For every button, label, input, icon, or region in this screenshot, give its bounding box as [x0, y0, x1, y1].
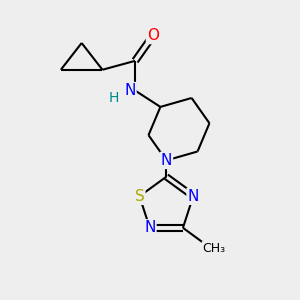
Text: N: N: [144, 220, 155, 235]
Text: O: O: [147, 28, 159, 43]
Text: S: S: [135, 189, 144, 204]
Text: CH₃: CH₃: [202, 242, 226, 255]
Text: N: N: [124, 83, 136, 98]
Text: N: N: [188, 189, 199, 204]
Text: N: N: [161, 153, 172, 168]
Text: H: H: [109, 91, 119, 105]
